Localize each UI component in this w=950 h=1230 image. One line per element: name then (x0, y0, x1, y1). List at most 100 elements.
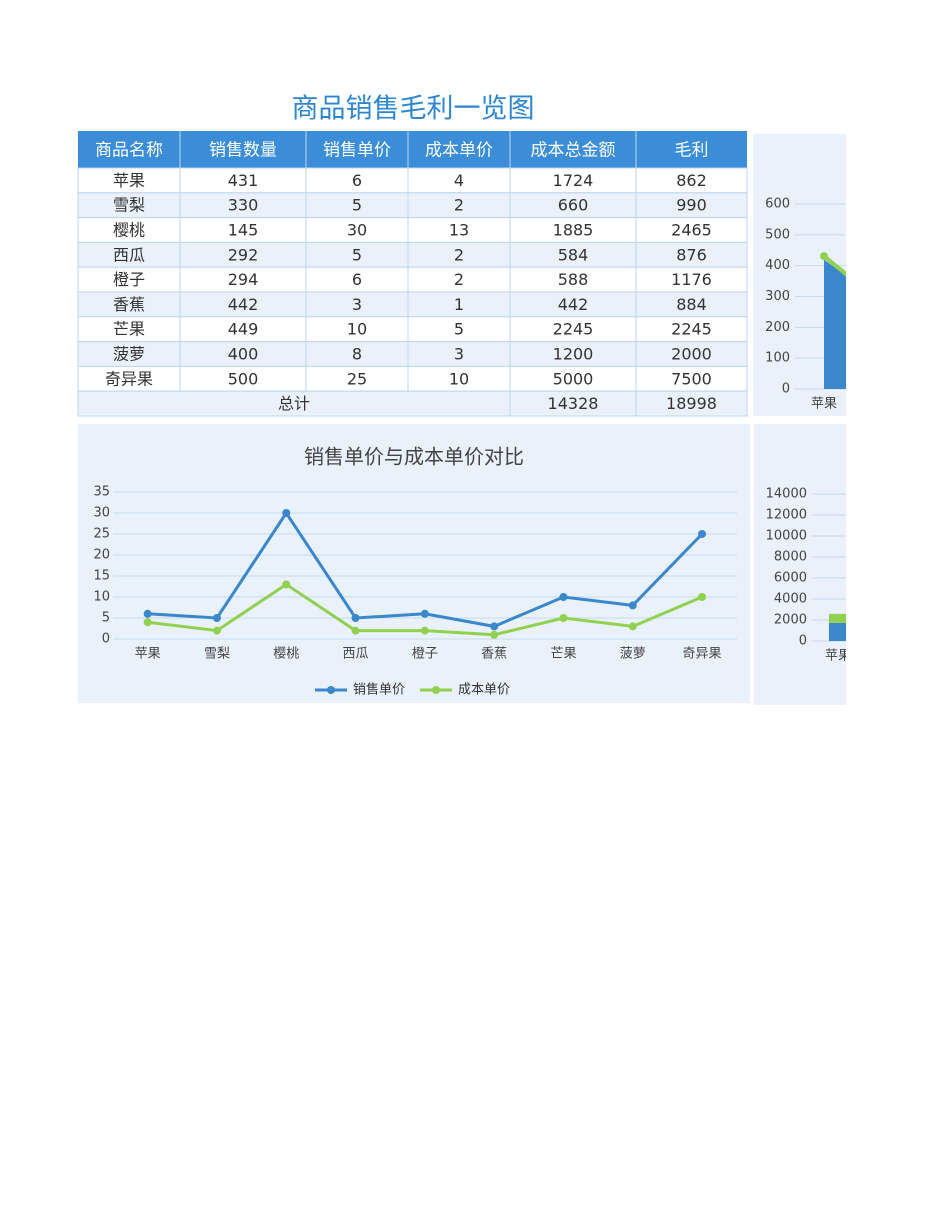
y-tick-label: 15 (93, 569, 110, 584)
legend-swatch (327, 686, 335, 694)
y-tick-label: 30 (93, 506, 110, 521)
x-tick-label: 苹果 (135, 647, 161, 662)
line-chart: 销售单价与成本单价对比 0 5 10 15 20 25 30 35 苹果 雪梨 樱桃 西瓜 橙子 香蕉 芒果 菠… (93, 445, 737, 698)
data-point (559, 593, 568, 601)
table-cell: 6 (352, 270, 362, 289)
y-tick-label: 400 (765, 258, 790, 273)
table-cell: 442 (558, 295, 589, 314)
table-cell: 2 (454, 196, 464, 215)
y-tick-label: 6000 (774, 571, 807, 586)
table-cell: 330 (228, 196, 259, 215)
header-cell: 销售单价 (323, 141, 391, 161)
data-point (282, 580, 291, 589)
table-row (77, 192, 748, 219)
data-point (282, 509, 291, 517)
table-cell: 400 (228, 345, 259, 364)
table-cell: 442 (228, 295, 259, 314)
table-row (77, 341, 748, 367)
table-cell: 樱桃 (113, 221, 145, 240)
data-point (490, 630, 499, 639)
table-cell: 芒果 (113, 320, 145, 339)
table-cell: 奇异果 (105, 369, 153, 388)
data-point (698, 593, 707, 601)
header-row (78, 131, 747, 168)
data-point (628, 622, 637, 631)
table-cell: 5 (352, 245, 362, 264)
y-tick-label: 12000 (766, 508, 807, 523)
series-area (824, 259, 846, 389)
header-cell: 成本总金额 (531, 141, 616, 161)
table-cell: 西瓜 (113, 245, 145, 264)
data-point (490, 622, 499, 631)
table-cell: 1 (454, 295, 464, 314)
series-line (822, 254, 846, 277)
table-cell: 2245 (553, 320, 594, 339)
bar-chart: 0 2000 4000 6000 8000 10000 12000 14000 苹果 (766, 487, 846, 664)
total-cell: 18998 (666, 394, 717, 413)
header-cell: 成本单价 (425, 141, 493, 161)
table-row (77, 365, 748, 392)
x-tick-label: 菠萝 (620, 647, 646, 662)
x-tick-label: 雪梨 (204, 647, 230, 662)
table-cell: 294 (228, 270, 259, 289)
table-cell: 1724 (553, 171, 594, 190)
data-point (559, 614, 568, 622)
table-row (77, 217, 748, 243)
chart-panel (754, 424, 846, 705)
header-cell: 毛利 (675, 141, 709, 161)
table-cell: 884 (676, 295, 707, 314)
table-cell: 500 (228, 369, 259, 388)
table-cell: 3 (454, 345, 464, 364)
y-tick-label: 300 (765, 289, 790, 304)
table-cell: 雪梨 (113, 196, 145, 215)
table-cell: 10 (449, 369, 469, 388)
y-tick-label: 0 (102, 632, 110, 647)
y-tick-label: 20 (93, 548, 110, 563)
x-tick-label: 芒果 (550, 646, 576, 662)
table-cell: 2 (454, 245, 464, 264)
y-tick-label: 10000 (766, 529, 807, 544)
table-cell: 876 (676, 245, 707, 264)
table-cell: 431 (228, 171, 259, 190)
table-cell: 2 (454, 270, 464, 289)
table-cell: 449 (228, 320, 259, 339)
data-point (143, 609, 152, 618)
table-cell: 4 (454, 171, 464, 190)
table-cell: 5000 (553, 369, 594, 388)
table-row (77, 316, 748, 343)
x-tick-label: 樱桃 (273, 646, 299, 662)
y-tick-label: 25 (93, 527, 110, 542)
data-point (628, 601, 637, 610)
chart-panel (78, 424, 750, 703)
table-cell: 8 (352, 345, 362, 364)
table-cell: 1885 (553, 221, 594, 240)
x-tick-label: 奇异果 (683, 646, 722, 662)
table-cell: 10 (347, 320, 367, 339)
total-label: 总计 (278, 394, 310, 413)
y-tick-label: 8000 (774, 550, 807, 565)
data-point (698, 530, 707, 538)
y-tick-label: 5 (102, 611, 110, 626)
chart-title: 销售单价与成本单价对比 (304, 445, 524, 469)
area-chart: 0 100 200 300 400 500 600 苹果 (765, 197, 846, 412)
data-point (143, 618, 152, 627)
table-cell: 2245 (671, 320, 712, 339)
y-tick-label: 35 (93, 485, 110, 500)
table-row (77, 167, 748, 194)
y-tick-label: 10 (93, 590, 110, 605)
bar-segment (829, 622, 846, 641)
table-cell: 5 (454, 320, 464, 339)
table-cell: 1176 (671, 270, 712, 289)
table-row (77, 241, 748, 268)
data-point (351, 614, 360, 622)
x-tick-label: 香蕉 (481, 647, 507, 662)
y-tick-label: 14000 (766, 487, 807, 502)
x-tick-label: 西瓜 (343, 647, 369, 662)
table-cell: 7500 (671, 369, 712, 388)
data-point (212, 614, 221, 622)
x-tick-label: 橙子 (412, 647, 438, 662)
table-cell: 588 (558, 270, 589, 289)
